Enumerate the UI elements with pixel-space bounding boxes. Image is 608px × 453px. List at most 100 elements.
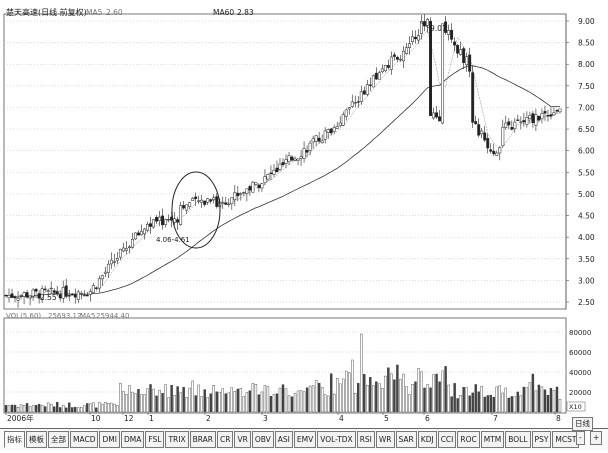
candle-body (555, 110, 559, 112)
volume-bar (242, 396, 246, 413)
volume-bar (342, 378, 345, 413)
tab-cr[interactable]: CR (217, 431, 234, 448)
candle-body (67, 295, 71, 297)
tab-dma[interactable]: DMA (120, 431, 145, 448)
candle-body (432, 112, 435, 119)
volume-bar (483, 396, 486, 413)
candle-body (7, 295, 11, 299)
candle-body (392, 54, 396, 57)
candle-body (40, 288, 44, 300)
ma60-line (5, 64, 561, 298)
range-annotation: 4.06-4.61 (156, 236, 190, 244)
tab-cci[interactable]: CCI (437, 431, 457, 448)
time-tick-label: 10 (91, 414, 101, 423)
volume-tick-label: 60000 (569, 349, 591, 357)
tab-全部[interactable]: 全部 (48, 431, 69, 448)
tab-psy[interactable]: PSY (531, 431, 552, 448)
candle-body (176, 219, 180, 223)
volume-bar (411, 384, 414, 413)
volume-bar (71, 407, 74, 413)
volume-bar (98, 402, 101, 413)
tab-mcst[interactable]: MCST (552, 431, 580, 448)
indicator-toolbar: 指标 模板 全部 MACD DMI DMA FSL TRIX BRAR CR VR OBV ASI EMV… (0, 428, 608, 450)
tab-vr[interactable]: VR (234, 431, 251, 448)
tab-rsi[interactable]: RSI (356, 431, 375, 448)
volume-bar (200, 396, 203, 413)
ma5-label: MA5 (86, 8, 103, 17)
candle-body (94, 287, 98, 289)
tab-mtm[interactable]: MTM (480, 431, 505, 448)
volume-bar (323, 394, 327, 413)
tab-dmi[interactable]: DMI (99, 431, 120, 448)
price-tick-label: 3.50 (578, 255, 595, 264)
candle-body (525, 117, 529, 125)
candle-body (414, 36, 417, 40)
volume-bar (296, 390, 300, 413)
zoom-out-button[interactable]: - (576, 431, 585, 445)
tab-kdj[interactable]: KDJ (417, 431, 437, 448)
tab-fsl[interactable]: FSL (145, 431, 165, 448)
volume-bar (504, 387, 508, 413)
candle-body (438, 116, 442, 122)
volume-bar (25, 403, 29, 413)
candle-body (143, 228, 146, 235)
tab-brar[interactable]: BRAR (189, 431, 217, 448)
candle-body (468, 54, 472, 72)
candle-body (519, 121, 523, 123)
tab-boll[interactable]: BOLL (505, 431, 531, 448)
volume-bar (453, 383, 456, 413)
zoom-in-button[interactable]: + (590, 431, 603, 445)
candle-body (79, 292, 83, 295)
candle-body (281, 162, 285, 166)
candle-body (383, 65, 387, 71)
candle-body (338, 122, 342, 126)
candle-body (305, 150, 309, 153)
volume-bar (179, 392, 182, 413)
candle-body (417, 35, 420, 41)
candle-body (495, 152, 499, 156)
tab-wr[interactable]: WR (375, 431, 395, 448)
time-tick-label: 2006年 (7, 413, 34, 423)
price-tick-label: 5.50 (578, 168, 595, 177)
period-button[interactable]: 日线 (572, 417, 593, 431)
candle-body (395, 57, 399, 60)
candle-body (453, 41, 457, 46)
candle-body (404, 47, 408, 54)
tab-模板[interactable]: 模板 (26, 431, 47, 448)
volume-bar (176, 386, 179, 413)
tab-sar[interactable]: SAR (395, 431, 417, 448)
candle-body (242, 192, 246, 194)
time-tick-label: 3 (263, 414, 268, 423)
price-tick-label: 7.00 (578, 103, 595, 112)
price-tick-label: 9.00 (578, 17, 595, 26)
tab-roc[interactable]: ROC (457, 431, 480, 448)
volume-bar (534, 390, 538, 413)
volume-bar (372, 385, 375, 413)
volume-bar (245, 392, 249, 413)
volume-tick-label: 80000 (569, 329, 591, 337)
tab-emv[interactable]: EMV (293, 431, 317, 448)
candle-body (52, 290, 56, 293)
candle-body (474, 121, 478, 125)
candle-body (459, 49, 463, 55)
tab-obv[interactable]: OBV (251, 431, 274, 448)
vol-unit: X10 (569, 403, 582, 411)
volume-bar (122, 391, 125, 413)
volume-bar (495, 386, 498, 413)
candle-body (344, 109, 348, 117)
tab-asi[interactable]: ASI (274, 431, 293, 448)
candle-body (124, 248, 128, 251)
tab-指标[interactable]: 指标 (4, 431, 25, 448)
tab-vol-tdx[interactable]: VOL-TDX (317, 431, 356, 448)
volume-bar (329, 373, 333, 413)
candle-body (389, 56, 393, 70)
volume-bar (77, 407, 80, 413)
tab-macd[interactable]: MACD (70, 431, 99, 448)
candle-body (537, 116, 541, 121)
tab-trix[interactable]: TRIX (165, 431, 189, 448)
volume-bar (80, 406, 83, 413)
candle-body (257, 184, 261, 189)
candle-body (209, 199, 213, 202)
